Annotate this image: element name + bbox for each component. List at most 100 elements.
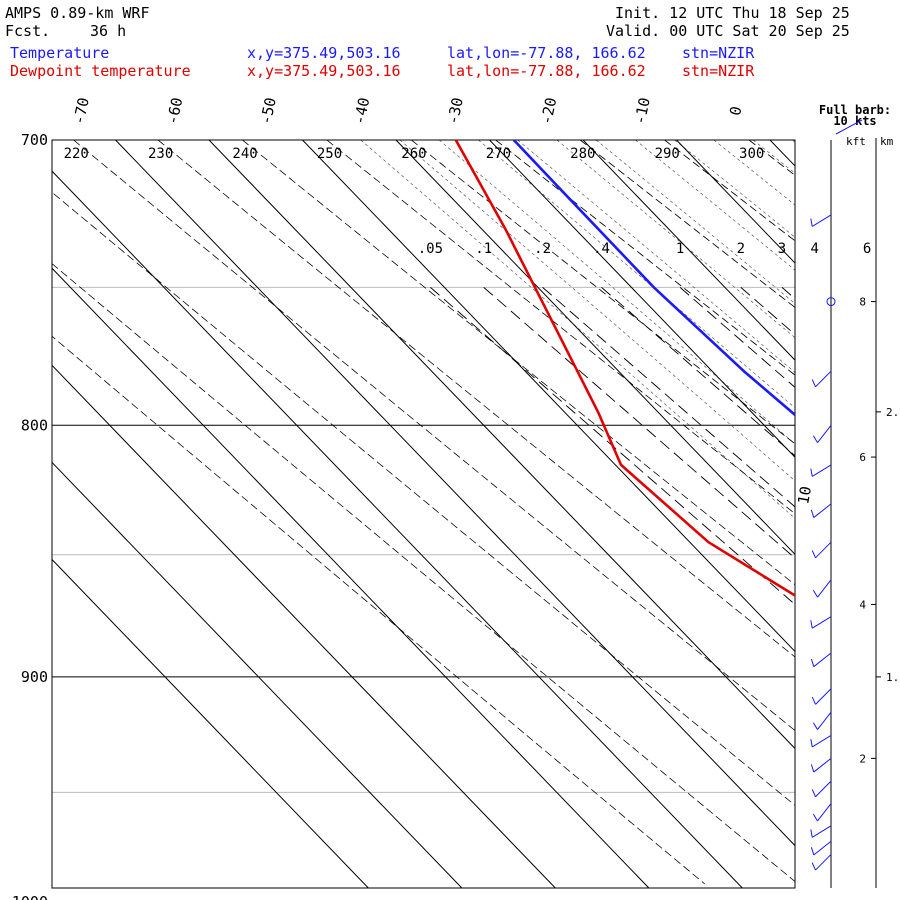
axis-labels: 7008009001000-70-60-50-40-30-20-10022023… [12,96,871,900]
wind-barb-flag [811,789,816,797]
wind-barb [811,464,832,477]
isotherm-line [52,364,556,888]
dry-adiabat-line [326,140,795,515]
wind-barb-flag [810,468,813,477]
wind-barb-flag [810,764,815,773]
mixing-ratio-label: .4 [593,241,610,257]
forecast-hours: 36 h [90,22,127,40]
isotherm-line [52,558,369,888]
moist-adiabat-line [752,140,795,174]
wind-barb-flag [812,813,818,822]
wind-barb-flag [810,738,813,748]
isotherm-label: -30 [444,96,467,126]
isotherm-line [52,461,463,888]
wind-barb [817,711,832,730]
mixing-ratio-label: 1 [676,241,684,257]
kft-axis-label: kft [846,135,866,148]
isotherm-label: -40 [350,96,373,126]
wind-barb [813,503,832,518]
moist-adiabat-label: 10 [794,485,815,506]
wind-barb [813,652,832,668]
isotherm-label: -20 [537,96,560,126]
isotherms [52,140,795,888]
mixing-ratio-label: .1 [475,241,492,257]
barb-legend-icon [835,119,863,135]
wind-barb [817,803,832,822]
mixing-ratio-label: 4 [810,241,818,257]
dewpoint-xy: x,y=375.49,503.16 [247,62,401,80]
pressure-label: 800 [21,416,48,434]
wind-barb-flag [811,696,816,705]
wind-barb [815,688,832,705]
mixing-ratio-line [601,287,795,457]
wind-barb [815,370,832,388]
isotherm-line [115,140,795,847]
wind-barb-flag [810,620,813,629]
dry-adiabat-label: 260 [401,146,426,162]
km-axis-label: km [880,135,894,148]
isotherm-label: -50 [257,96,280,126]
forecast-label: Fcst. [5,22,51,40]
init-time: Init. 12 UTC Thu 18 Sep 25 [615,4,850,22]
km-tick-label: 2. [886,406,899,419]
barb-legend-value: 10 kts [833,114,876,128]
dry-adiabat-line [748,140,795,176]
wind-barbs: Full barb:10 ktskftkm864202.1.0. [810,103,899,888]
dry-adiabats [52,140,795,885]
dry-adiabat-label: 220 [64,146,89,162]
wind-barb [811,616,832,629]
wind-barb [811,734,832,748]
wind-barb [815,780,832,798]
moist-adiabat-line [871,140,900,884]
temperature-station: stn=NZIR [682,44,755,62]
dry-adiabat-label: 250 [317,146,342,162]
mixing-ratio-line [430,287,795,606]
moist-adiabat-line [517,140,795,373]
wind-barb-flag [810,658,815,667]
wind-barb-flag [810,509,815,518]
dry-adiabat-label: 270 [486,146,511,162]
dewpoint-legend: Dewpoint temperature [10,62,191,80]
isotherm-label: -10 [631,96,654,126]
dry-adiabat-line [52,335,706,885]
pressure-label: 900 [21,668,48,686]
mixing-ratio-line [815,287,900,888]
dry-adiabat-label: 240 [232,146,257,162]
moist-adiabat-line [556,140,795,339]
wind-barb [813,840,832,856]
wind-barb [817,579,832,598]
mixing-ratio-line [781,287,795,300]
mixing-ratio-label: .2 [534,241,551,257]
isotherm-label: 0 [726,105,745,118]
dry-adiabat-line [411,140,795,445]
wind-barb-flag [810,829,813,838]
valid-time: Valid. 00 UTC Sat 20 Sep 25 [606,22,850,40]
wind-barb-flag [812,722,818,730]
isotherm-line [302,140,795,653]
temperature-profile [512,140,795,417]
sounding-profiles [454,140,795,598]
wind-barb [811,214,832,227]
dry-adiabat-label: 230 [148,146,173,162]
dewpoint-profile [454,140,795,598]
isotherm-line [769,140,795,167]
dry-adiabat-line [73,140,795,732]
mixing-ratio-label: 6 [863,241,871,257]
moist-adiabat-line [595,140,795,304]
mixing-ratio-lines [430,287,900,888]
wind-barb-flag [810,218,813,227]
km-tick-label: 1. [886,671,899,684]
isotherm-line [52,170,743,888]
wind-calm-circle [826,297,836,307]
mixing-ratio-line [483,287,795,559]
wind-barb-flag [812,435,818,443]
wind-barb-flag [811,550,816,559]
kft-tick-label: 8 [859,296,866,309]
wind-barb [815,854,832,871]
wind-barb [813,757,832,773]
isotherm-line [582,140,795,361]
moist-adiabats [360,140,900,884]
wind-barb-flag [810,847,815,856]
isotherm-label: -60 [163,96,186,126]
